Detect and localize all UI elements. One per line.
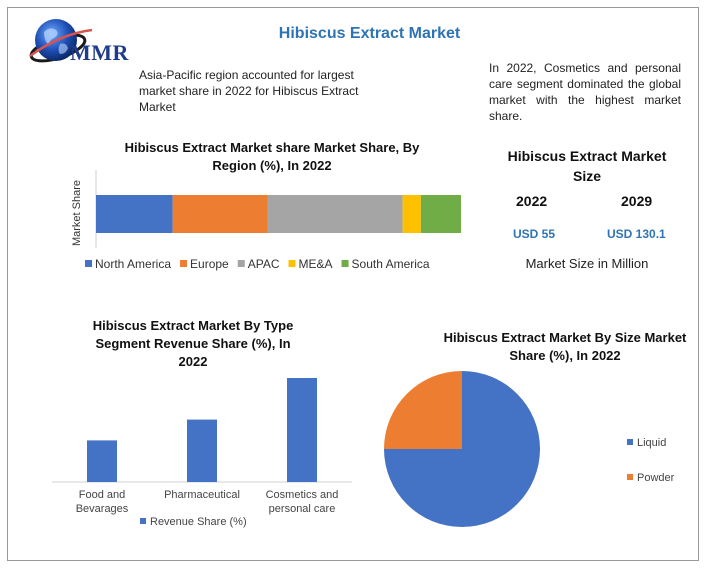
- region-bar-segment: [420, 195, 461, 233]
- region-bar-segment: [267, 195, 403, 233]
- region-bar-segment: [172, 195, 268, 233]
- segment-note: In 2022, Cosmetics and personal care seg…: [489, 61, 681, 123]
- type-bar: [87, 440, 117, 482]
- region-legend-swatch: [237, 260, 245, 267]
- market-size-2029: USD 130.1: [607, 227, 666, 241]
- type-segment-chart: Food and Bevarages Pharmaceutical Cosmetics…: [52, 378, 352, 528]
- type-category-label: Cosmetics and personal care: [266, 489, 339, 515]
- region-y-axis-label: Market Share: [71, 180, 83, 246]
- year-2029: 2029: [621, 193, 653, 209]
- type-legend-swatch: [140, 518, 146, 524]
- region-share-chart: Market Share North America Europe APAC ME&A S…: [71, 170, 461, 271]
- page-title: Hibiscus Extract Market: [278, 25, 461, 42]
- region-legend-swatch: [341, 260, 349, 267]
- region-legend-label: South America: [352, 257, 430, 271]
- region-legend-label: APAC: [248, 257, 280, 271]
- region-legend-label: North America: [95, 257, 171, 271]
- mmr-logo: [29, 19, 93, 63]
- type-category-label: Food and Bevarages: [76, 489, 129, 515]
- size-chart-title: Hibiscus Extract Market By Size Market S…: [443, 330, 687, 363]
- pie-legend-label: Liquid: [637, 437, 666, 449]
- size-share-pie-chart: Liquid Powder: [384, 371, 675, 527]
- type-bar: [287, 378, 317, 482]
- region-legend-label: Europe: [190, 257, 229, 271]
- region-chart-title: Hibiscus Extract Market share Market Sha…: [124, 140, 420, 173]
- pie-slice: [384, 371, 462, 449]
- pie-legend-swatch: [627, 439, 633, 445]
- region-note: Asia-Pacific region accounted for larges…: [139, 68, 359, 114]
- infographic-frame: [7, 7, 699, 561]
- year-2022: 2022: [516, 193, 548, 209]
- pie-legend-label: Powder: [637, 472, 675, 484]
- type-bar: [187, 419, 217, 482]
- pie-legend-swatch: [627, 474, 633, 480]
- type-category-label: Pharmaceutical: [164, 489, 240, 501]
- region-bar-segment: [402, 195, 421, 233]
- market-size-title: Hibiscus Extract Market Size: [507, 148, 667, 184]
- type-chart-title: Hibiscus Extract Market By Type Segment …: [92, 318, 294, 369]
- market-size-2022: USD 55: [513, 227, 556, 241]
- region-legend-swatch: [85, 260, 92, 267]
- region-bar-segment: [96, 195, 173, 233]
- region-legend-label: ME&A: [299, 257, 333, 271]
- type-legend-label: Revenue Share (%): [150, 516, 247, 528]
- brand-name: MMR: [70, 40, 129, 65]
- market-size-unit: Market Size in Million: [525, 256, 649, 271]
- region-legend-swatch: [288, 260, 296, 267]
- region-legend-swatch: [180, 260, 188, 267]
